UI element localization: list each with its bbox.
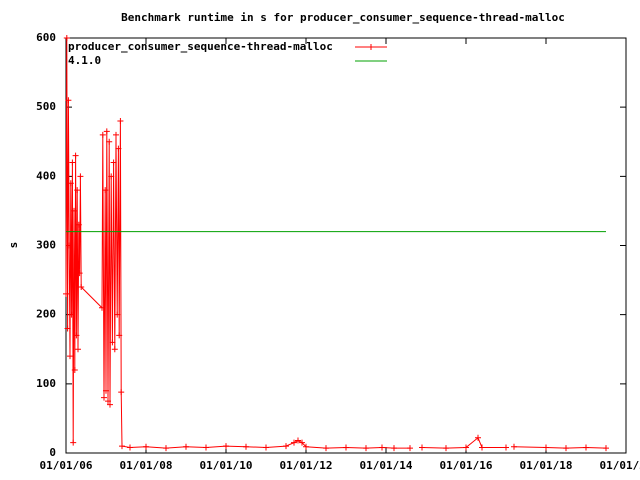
point-marker xyxy=(563,445,569,452)
point-marker xyxy=(283,443,289,450)
point-marker xyxy=(118,389,125,396)
point-marker xyxy=(291,439,297,446)
series-line xyxy=(65,37,607,449)
point-marker xyxy=(116,332,123,339)
point-marker xyxy=(475,434,481,441)
y-tick-label: 100 xyxy=(36,377,56,390)
point-marker xyxy=(303,443,309,450)
point-marker xyxy=(72,152,79,159)
point-marker xyxy=(183,443,189,450)
point-marker xyxy=(107,401,113,408)
point-marker xyxy=(114,311,121,318)
x-tick-label: 01/01/10 xyxy=(200,459,253,472)
y-tick-label: 300 xyxy=(36,239,56,252)
point-marker xyxy=(503,444,509,451)
point-marker xyxy=(75,346,81,353)
point-marker xyxy=(391,445,397,452)
point-marker xyxy=(117,118,124,124)
point-marker xyxy=(101,394,107,401)
point-marker xyxy=(263,444,269,451)
point-marker xyxy=(543,444,549,451)
legend-label: 4.1.0 xyxy=(68,54,101,67)
chart-title: Benchmark runtime in s for producer_cons… xyxy=(121,11,565,24)
point-marker xyxy=(63,35,70,41)
point-marker xyxy=(69,159,76,166)
point-marker xyxy=(63,290,69,297)
y-tick-label: 0 xyxy=(49,446,56,459)
point-marker xyxy=(66,242,73,249)
point-marker xyxy=(74,187,81,194)
point-marker xyxy=(463,444,469,451)
point-marker xyxy=(479,444,485,451)
point-marker xyxy=(119,443,125,450)
point-marker xyxy=(143,443,149,450)
point-marker xyxy=(163,445,169,452)
point-marker xyxy=(103,128,110,135)
point-marker xyxy=(103,387,109,394)
point-marker xyxy=(99,304,105,311)
point-marker xyxy=(106,138,113,145)
point-marker xyxy=(299,439,305,446)
point-marker xyxy=(379,444,385,451)
y-tick-label: 500 xyxy=(36,100,56,113)
point-marker xyxy=(109,339,116,346)
x-tick-label: 01/01/06 xyxy=(40,459,93,472)
legend-label: producer_consumer_sequence-thread-malloc xyxy=(68,40,333,53)
point-marker xyxy=(65,97,72,104)
point-marker xyxy=(111,346,118,353)
point-marker xyxy=(105,398,111,405)
point-marker xyxy=(67,180,74,187)
point-marker xyxy=(110,159,117,166)
point-marker xyxy=(203,444,209,451)
y-tick-label: 200 xyxy=(36,308,56,321)
point-marker xyxy=(323,445,329,452)
point-marker xyxy=(68,311,75,318)
point-marker xyxy=(583,444,589,451)
point-marker xyxy=(243,443,249,450)
point-marker xyxy=(603,445,609,452)
point-marker xyxy=(108,173,115,180)
point-marker xyxy=(115,145,122,152)
x-tick-label: 01/01/20 xyxy=(600,459,640,472)
legend-marker xyxy=(368,44,374,50)
y-tick-label: 400 xyxy=(36,169,56,182)
point-marker xyxy=(443,445,449,452)
x-tick-label: 01/01/16 xyxy=(440,459,493,472)
point-marker xyxy=(363,445,369,452)
point-marker xyxy=(77,173,84,180)
y-axis-label: s xyxy=(7,242,20,249)
x-tick-label: 01/01/14 xyxy=(360,459,413,472)
plot-frame xyxy=(65,37,627,454)
point-marker xyxy=(407,445,413,452)
point-marker xyxy=(102,187,109,194)
point-marker xyxy=(76,270,83,277)
point-marker xyxy=(71,367,78,373)
point-marker xyxy=(113,131,119,138)
point-marker xyxy=(75,221,82,228)
x-tick-label: 01/01/08 xyxy=(120,459,173,472)
point-marker xyxy=(64,325,71,332)
x-tick-label: 01/01/18 xyxy=(520,459,573,472)
point-marker xyxy=(295,437,301,444)
point-marker xyxy=(419,444,425,451)
x-tick-label: 01/01/12 xyxy=(280,459,333,472)
point-marker xyxy=(78,284,85,290)
point-marker xyxy=(511,443,517,450)
point-marker xyxy=(70,439,77,446)
point-marker xyxy=(71,207,77,214)
y-tick-label: 600 xyxy=(36,31,56,44)
point-marker xyxy=(99,131,106,138)
point-marker xyxy=(127,444,133,451)
point-marker xyxy=(223,443,229,450)
point-marker xyxy=(343,444,349,451)
point-marker xyxy=(67,353,73,360)
point-marker xyxy=(73,332,80,339)
